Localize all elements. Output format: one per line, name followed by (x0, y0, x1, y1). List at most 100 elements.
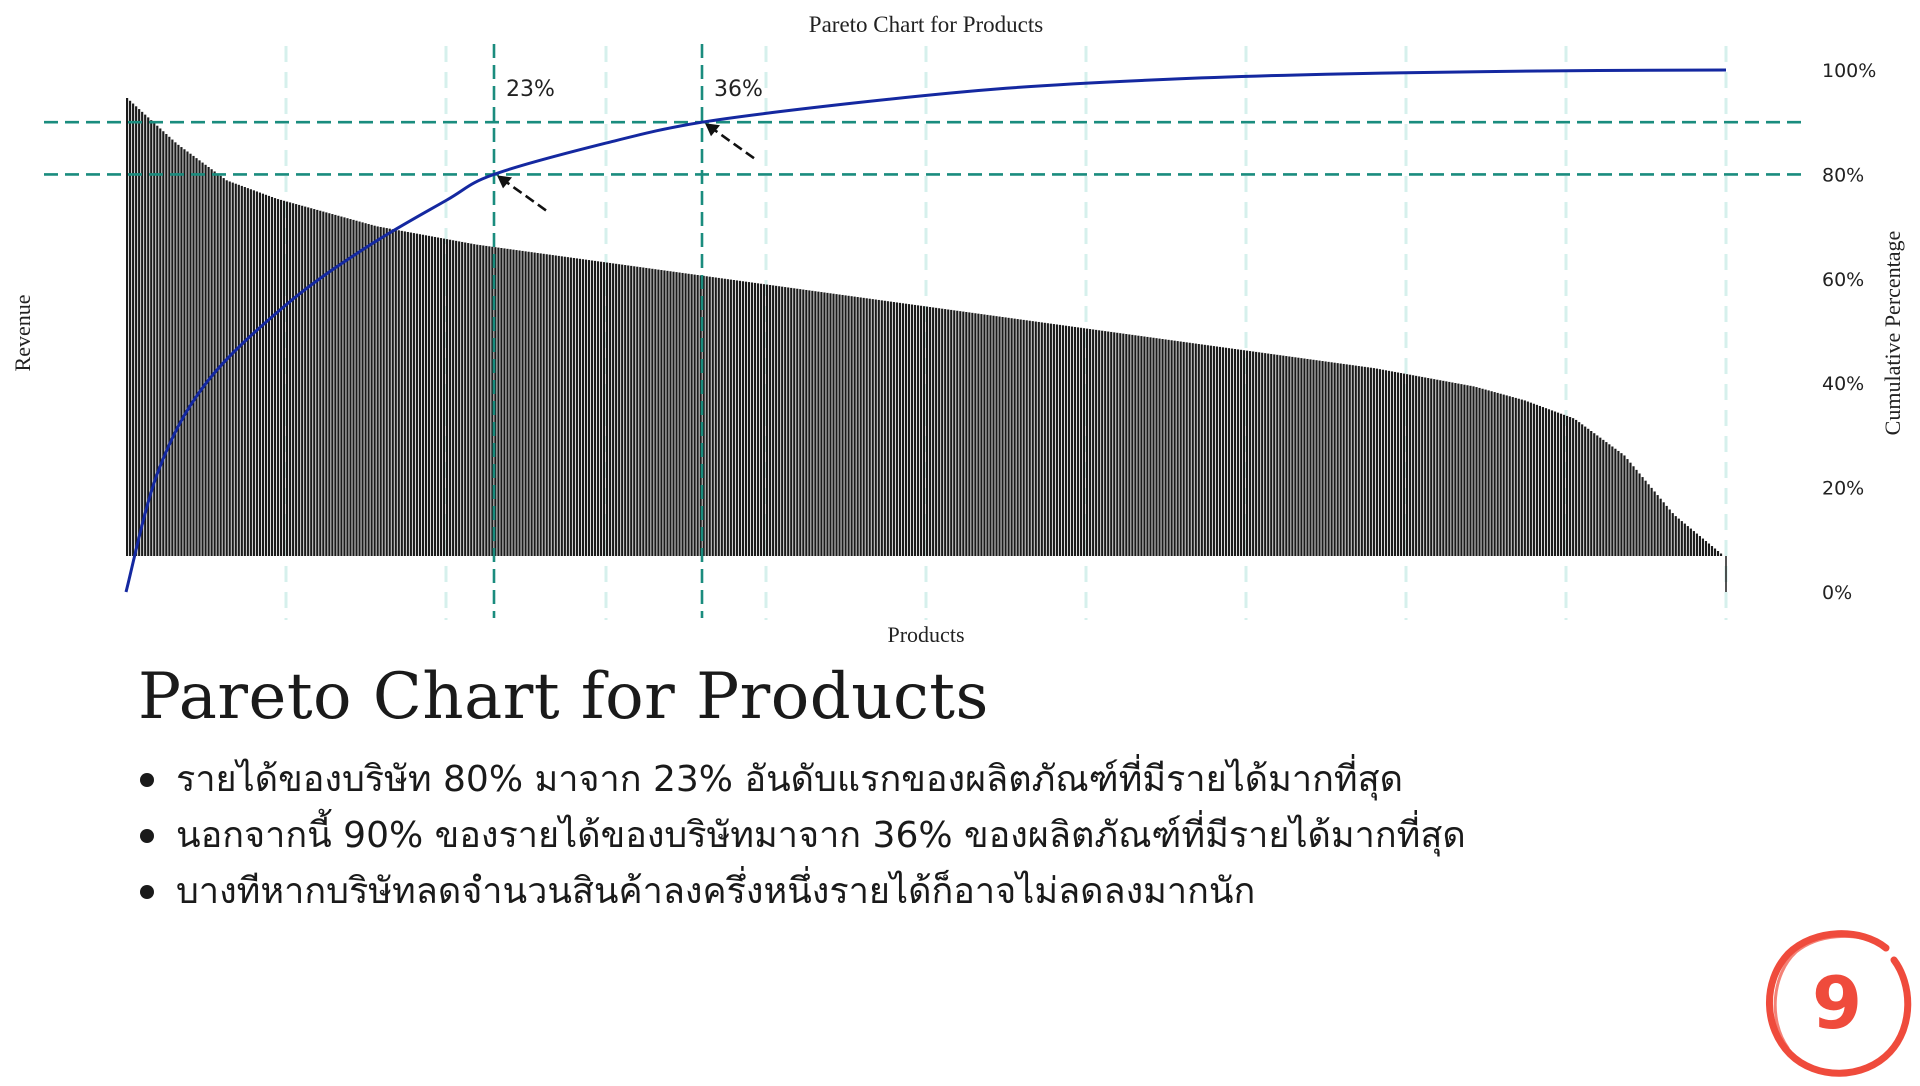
revenue-bar (512, 249, 515, 556)
revenue-bar (1297, 357, 1300, 556)
revenue-bar (672, 271, 675, 556)
revenue-bar (766, 284, 769, 556)
revenue-bar (587, 260, 591, 556)
revenue-bar (1149, 337, 1152, 556)
revenue-bar (669, 271, 672, 556)
revenue-bar (1448, 381, 1451, 556)
revenue-bar (282, 200, 286, 556)
revenue-bar (1529, 402, 1532, 556)
revenue-bar (1309, 359, 1312, 556)
bullet-item: บางทีหากบริษัทลดจำนวนสินค้าลงครึ่งหนึ่งร… (140, 864, 1466, 920)
revenue-bar (950, 309, 953, 556)
revenue-bar (581, 259, 585, 556)
revenue-bar (572, 257, 575, 556)
revenue-bar (1143, 336, 1146, 556)
revenue-bar (847, 295, 850, 556)
revenue-bar (449, 239, 452, 557)
revenue-bar (684, 273, 687, 556)
revenue-bar (1131, 334, 1134, 556)
revenue-bar (458, 241, 461, 556)
revenue-bar (171, 139, 174, 556)
revenue-bar (455, 240, 458, 556)
revenue-bar (1713, 548, 1717, 556)
revenue-bar (159, 128, 162, 557)
revenue-bar (548, 254, 551, 556)
revenue-bar (1710, 546, 1714, 556)
revenue-bar (1255, 351, 1258, 556)
revenue-bar (1025, 320, 1028, 556)
revenue-bar (1092, 329, 1095, 556)
revenue-bar (1629, 462, 1632, 556)
revenue-bar (482, 245, 485, 556)
revenue-bar (1049, 323, 1052, 556)
revenue-bar (1348, 364, 1351, 556)
revenue-bar (177, 144, 180, 556)
revenue-bar (1641, 477, 1644, 556)
revenue-bar (168, 136, 171, 557)
revenue-bar (542, 253, 545, 556)
revenue-bar (319, 210, 322, 557)
revenue-bar (1532, 403, 1535, 556)
revenue-bar (222, 178, 225, 556)
revenue-bar (295, 204, 298, 556)
revenue-bar (189, 153, 192, 556)
revenue-bar (1306, 358, 1309, 556)
revenue-bar (1393, 371, 1397, 556)
revenue-bar (1230, 348, 1234, 556)
revenue-bar (400, 230, 403, 557)
revenue-bar (919, 305, 923, 556)
revenue-bar (1581, 424, 1584, 556)
revenue-bar (1409, 374, 1412, 556)
revenue-bar (1617, 450, 1620, 556)
revenue-bar (1427, 378, 1430, 556)
revenue-bar (720, 278, 723, 556)
revenue-bar (521, 250, 524, 556)
revenue-bar (424, 235, 428, 557)
revenue-bar (1439, 380, 1442, 556)
revenue-bar (1566, 415, 1569, 556)
revenue-bar (1593, 433, 1596, 556)
revenue-bar (334, 214, 337, 556)
revenue-bar (705, 276, 708, 556)
annotation-arrow-head (705, 123, 720, 137)
revenue-bar (1312, 359, 1315, 556)
revenue-bar (1620, 453, 1623, 556)
revenue-bar (1134, 335, 1137, 556)
revenue-bar (1200, 344, 1203, 556)
revenue-bar (1267, 353, 1270, 556)
revenue-bar (1457, 383, 1460, 556)
revenue-bar (681, 272, 684, 556)
revenue-bar (1342, 363, 1345, 556)
revenue-bar (452, 240, 455, 556)
chart-title: Pareto Chart for Products (809, 12, 1043, 37)
revenue-bar (880, 300, 883, 556)
revenue-bar (518, 250, 521, 557)
revenue-bar (699, 275, 702, 556)
revenue-bar (1264, 353, 1267, 556)
revenue-bar (606, 262, 609, 556)
revenue-bar (201, 162, 204, 556)
revenue-bar (1158, 338, 1161, 556)
revenue-bar (615, 263, 618, 556)
revenue-bar (1662, 502, 1665, 556)
revenue-bar (1484, 389, 1487, 556)
revenue-bar (645, 267, 648, 556)
revenue-bar (135, 106, 138, 556)
revenue-bar (485, 245, 488, 557)
revenue-bar (1505, 395, 1508, 556)
revenue-bar (1119, 333, 1122, 556)
revenue-bar (446, 239, 449, 557)
revenue-bar (195, 158, 198, 556)
revenue-bar (778, 286, 781, 556)
revenue-bar (1270, 353, 1273, 556)
revenue-bar (1137, 335, 1140, 556)
revenue-bar (1363, 366, 1366, 556)
revenue-bar (962, 311, 965, 556)
bullet-dot (140, 829, 154, 843)
revenue-bar (207, 167, 210, 556)
revenue-bar (639, 267, 642, 556)
revenue-bar (1695, 533, 1698, 556)
revenue-bar (1716, 551, 1720, 556)
revenue-bar (980, 314, 983, 556)
revenue-bar (1288, 356, 1291, 556)
